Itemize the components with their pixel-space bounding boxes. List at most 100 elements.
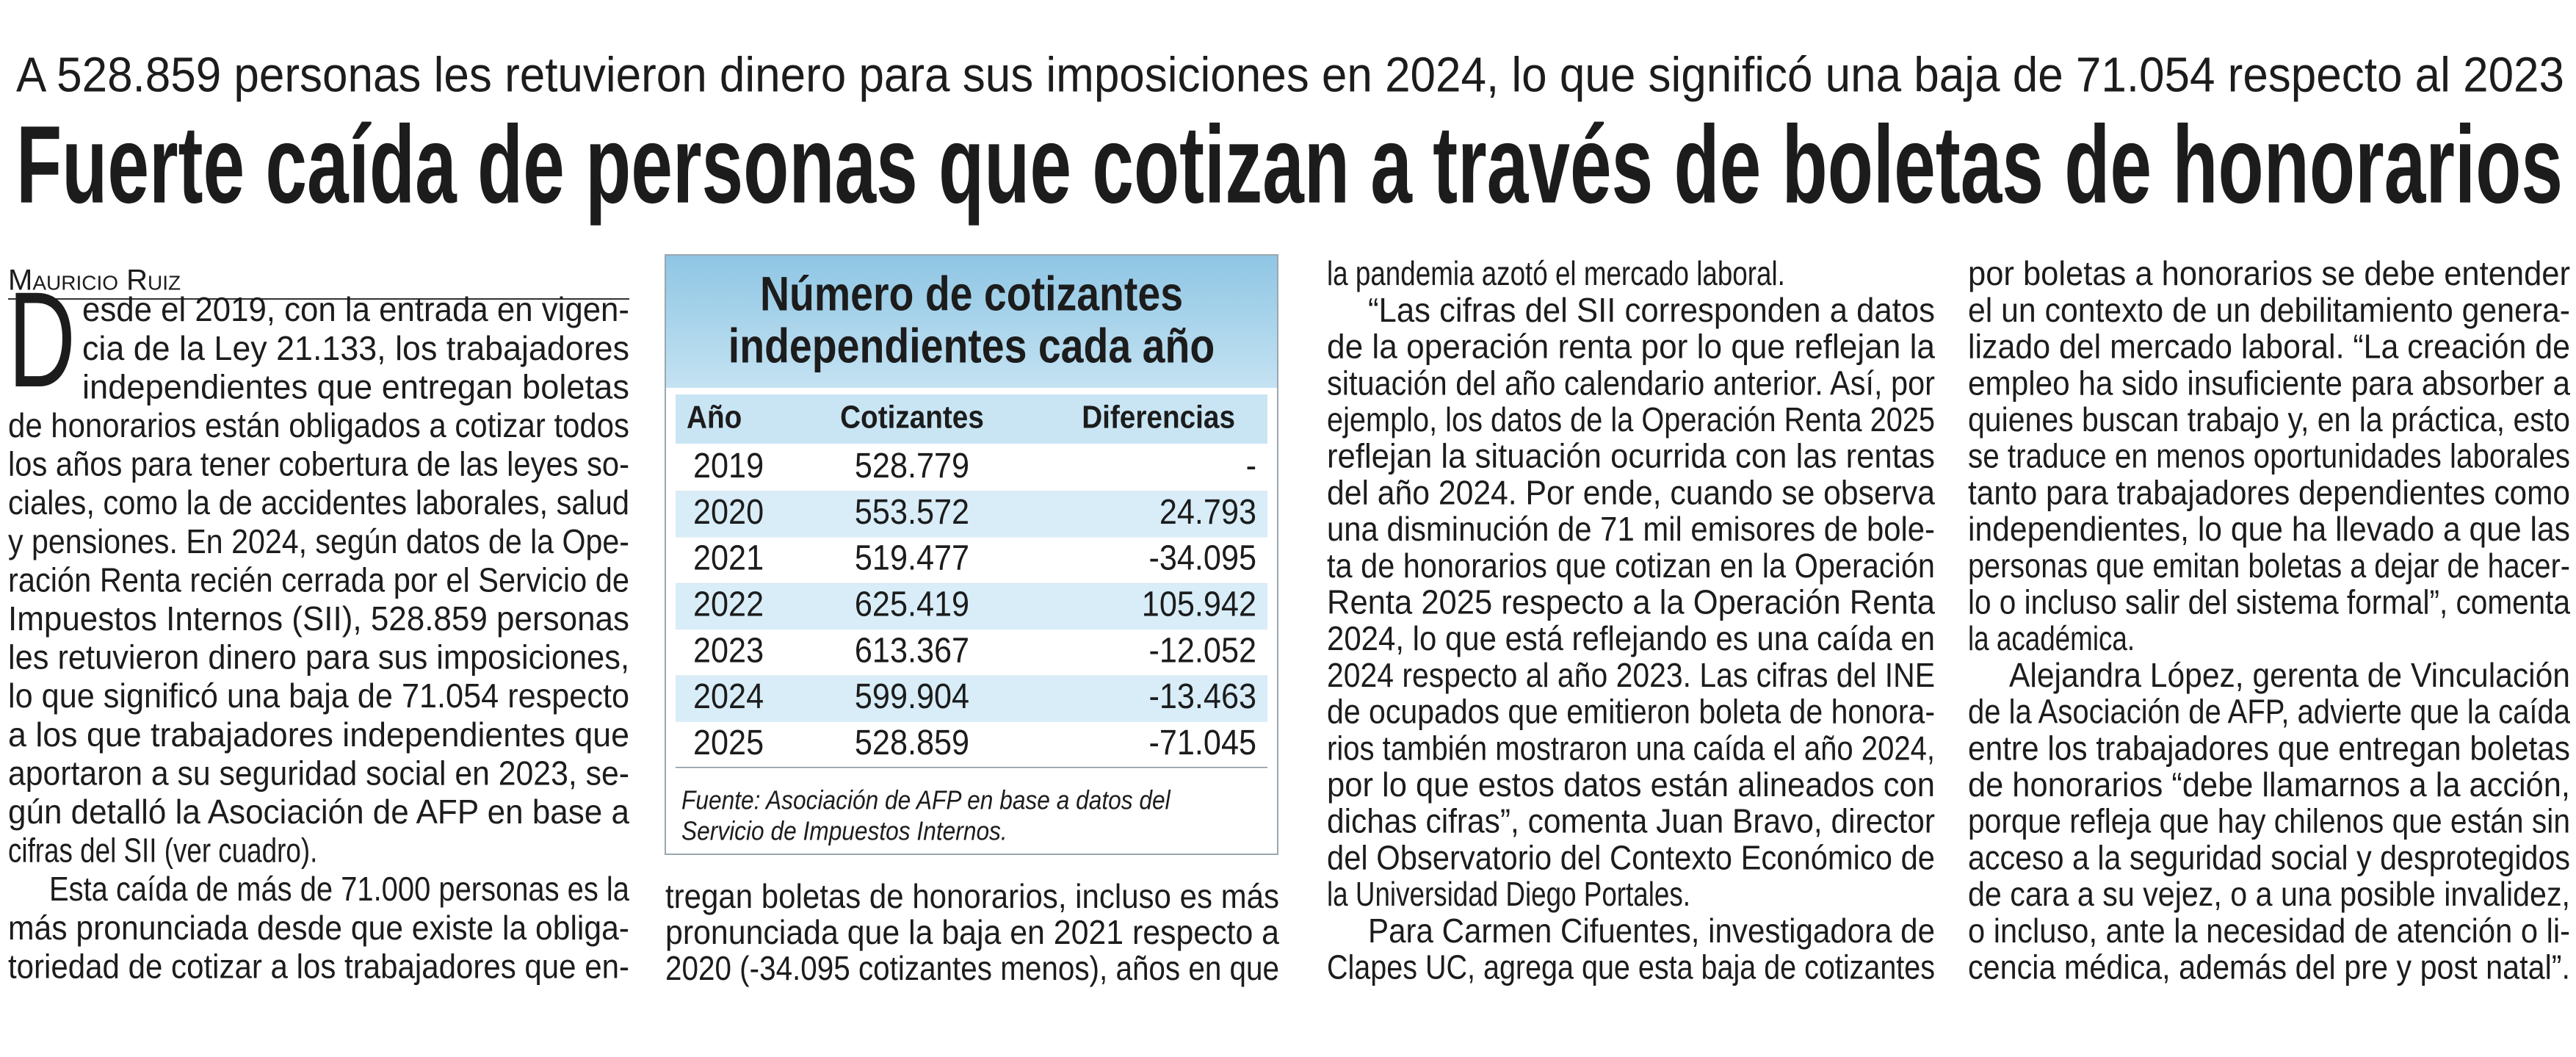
body-line: por lo que estos datos están alineados c… <box>1327 765 1935 804</box>
body-line: cia de la Ley 21.133, los trabajadores <box>82 329 629 367</box>
body-line: toriedad de cotizar a los trabajadores q… <box>8 947 629 985</box>
table-source: Fuente: Asociación de AFP en base a dato… <box>681 785 1171 815</box>
body-line: “Las cifras del SII corresponden a datos <box>1368 291 1935 329</box>
table-cell: 553.572 <box>855 493 969 532</box>
table-cell: 613.367 <box>855 631 969 670</box>
body-line: por boletas a honorarios se debe entende… <box>1968 254 2570 292</box>
body-line: del Observatorio del Contexto Económico … <box>1327 838 1935 876</box>
body-line: rios también mostraron una caída el año … <box>1327 729 1935 767</box>
body-line: Esta caída de más de 71.000 personas es … <box>49 870 629 908</box>
body-line: de cara a su vejez, o a una posible inva… <box>1968 875 2570 913</box>
body-line: lo o incluso salir del sistema formal”, … <box>1968 582 2570 621</box>
body-line: porque refleja que hay chilenos que está… <box>1968 802 2570 840</box>
body-line: gún detalló la Asociación de AFP en base… <box>8 793 629 831</box>
body-line: lo que significó una baja de 71.054 resp… <box>8 677 629 715</box>
body-line: ciales, como la de accidentes laborales,… <box>8 483 629 522</box>
table-cell: -12.052 <box>1149 631 1257 670</box>
headline: Fuerte caída de personas que cotizan a t… <box>16 103 2563 226</box>
body-line: 2024, lo que está reflejando es una caíd… <box>1327 619 1935 657</box>
body-line: a los que trabajadores independientes qu… <box>8 715 629 754</box>
table-cell: 528.779 <box>855 447 969 486</box>
table-header: Diferencias <box>1082 400 1235 436</box>
table-title-band <box>666 256 1277 388</box>
table-cell: 2019 <box>693 447 764 486</box>
body-line: Impuestos Internos (SII), 528.859 person… <box>8 599 629 638</box>
table-cell: 2021 <box>693 539 764 578</box>
body-line: y pensiones. En 2024, según datos de la … <box>8 522 629 560</box>
body-line: la Universidad Diego Portales. <box>1327 875 1690 913</box>
body-line: reflejan la situación ocurrida con las r… <box>1327 437 1935 475</box>
body-line: la pandemia azotó el mercado laboral. <box>1327 254 1785 292</box>
table-title: Número de cotizantes <box>760 266 1183 320</box>
body-line: ejemplo, los datos de la Operación Renta… <box>1327 400 1935 439</box>
table-header: Año <box>687 400 742 436</box>
body-line: de honorarios están obligados a cotizar … <box>8 406 629 444</box>
body-line: el un contexto de un debilitamiento gene… <box>1968 291 2570 329</box>
kicker: A 528.859 personas les retuvieron dinero… <box>16 48 2564 103</box>
table-row-band <box>676 491 1267 538</box>
table-cell: 2020 <box>693 493 764 532</box>
body-line: Renta 2025 respecto a la Operación Renta <box>1327 582 1935 621</box>
body-line: del año 2024. Por ende, cuando se observ… <box>1327 473 1935 511</box>
table-cell: -13.463 <box>1149 677 1257 716</box>
table-cell: 2023 <box>693 631 764 670</box>
body-line: acceso a la seguridad social y desproteg… <box>1968 838 2570 876</box>
body-line: lizado del mercado laboral. “La creación… <box>1968 328 2570 366</box>
body-line: o incluso, ante la necesidad de atención… <box>1968 912 2570 950</box>
table-cell: 105.942 <box>1142 585 1256 624</box>
body-line: independientes, lo que ha llevado a que … <box>1968 510 2570 548</box>
body-line: de honorarios “debe llamarnos a la acció… <box>1968 765 2570 804</box>
body-line: esde el 2019, con la entrada en vigen- <box>82 290 629 328</box>
table-cell: 2025 <box>693 724 764 762</box>
body-line: entre los trabajadores que entregan bole… <box>1968 729 2570 767</box>
table-title: independientes cada año <box>728 318 1215 372</box>
body-line: tregan boletas de honorarios, incluso es… <box>665 877 1279 915</box>
table-row-band <box>676 583 1267 630</box>
body-line: 2024 respecto al año 2023. Las cifras de… <box>1327 656 1935 694</box>
body-line: dichas cifras”, comenta Juan Bravo, dire… <box>1327 802 1935 840</box>
table-cell: -71.045 <box>1149 724 1257 762</box>
table-cell: 519.477 <box>855 539 969 578</box>
body-line: cifras del SII (ver cuadro). <box>8 831 317 870</box>
body-line: de la operación renta por lo que refleja… <box>1327 328 1935 366</box>
table-box <box>665 254 1278 855</box>
body-line: Clapes UC, agrega que esta baja de cotiz… <box>1327 948 1935 986</box>
table-cell: - <box>1246 447 1256 486</box>
table-cell: 599.904 <box>855 677 969 716</box>
body-line: tanto para trabajadores dependientes com… <box>1968 473 2570 511</box>
table-cell: 2022 <box>693 585 764 624</box>
body-line: aportaron a su seguridad social en 2023,… <box>8 754 629 792</box>
body-line: Alejandra López, gerenta de Vinculación <box>2009 656 2570 694</box>
body-line: personas que emitan boletas a dejar de h… <box>1968 546 2570 585</box>
drop-cap: D <box>8 264 76 416</box>
body-line: independientes que entregan boletas <box>82 367 629 405</box>
table-cell: -34.095 <box>1149 539 1257 578</box>
table-cell: 625.419 <box>855 585 969 624</box>
table-cell: 2024 <box>693 677 764 716</box>
body-line: una disminución de 71 mil emisores de bo… <box>1327 510 1935 548</box>
table-cell: 24.793 <box>1159 493 1256 532</box>
table-row-band <box>676 676 1267 722</box>
table-header-band <box>676 394 1267 444</box>
body-line: ración Renta recién cerrada por el Servi… <box>8 560 629 599</box>
body-line: de ocupados que emitieron boleta de hono… <box>1327 693 1935 731</box>
body-line: Para Carmen Cifuentes, investigadora de <box>1368 912 1935 950</box>
body-line: más pronunciada desde que existe la obli… <box>8 909 629 947</box>
body-line: les retuvieron dinero para sus imposicio… <box>8 638 629 677</box>
body-line: pronunciada que la baja en 2021 respecto… <box>665 913 1279 951</box>
body-line: de la Asociación de AFP, advierte que la… <box>1968 693 2570 731</box>
table-header: Cotizantes <box>840 400 984 436</box>
body-line: quienes buscan trabajo y, en la práctica… <box>1968 400 2570 439</box>
body-line: la académica. <box>1968 619 2135 657</box>
body-line: 2020 (-34.095 cotizantes menos), años en… <box>665 949 1279 987</box>
body-line: situación del año calendario anterior. A… <box>1327 364 1935 402</box>
table-cell: 528.859 <box>855 724 969 762</box>
body-line: cencia médica, además del pre y post nat… <box>1968 948 2570 986</box>
table-source: Servicio de Impuestos Internos. <box>681 816 1007 846</box>
body-line: empleo ha sido insuficiente para absorbe… <box>1968 364 2570 402</box>
author: Mauricio Ruiz <box>8 264 181 297</box>
body-line: se traduce en menos oportunidades labora… <box>1968 437 2570 475</box>
body-line: los años para tener cobertura de las ley… <box>8 445 629 483</box>
